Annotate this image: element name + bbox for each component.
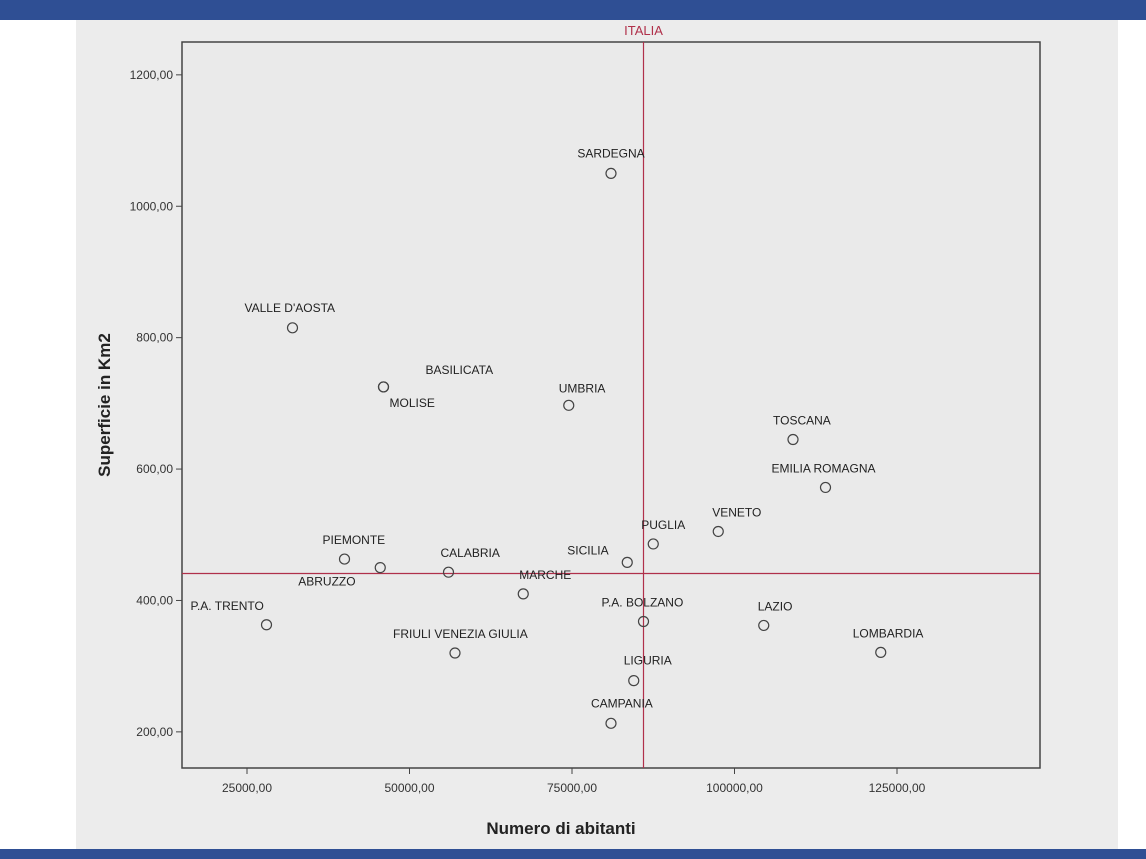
footer-bar <box>0 849 1146 859</box>
point-label: LIGURIA <box>624 654 672 668</box>
data-point <box>647 538 659 550</box>
data-point <box>875 646 887 658</box>
reference-label: ITALIA <box>624 23 663 38</box>
point-label: UMBRIA <box>559 381 606 395</box>
point-labels: SARDEGNA VALLE D'AOSTA BASILICATA MOLISE UMB… <box>191 146 924 710</box>
point-label: LAZIO <box>758 599 793 613</box>
x-tick-label: 50000,00 <box>384 781 434 795</box>
y-tick-label: 1000,00 <box>130 199 174 213</box>
y-tick-label: 600,00 <box>136 462 173 476</box>
x-axis-title: Numero di abitanti <box>486 819 635 838</box>
data-point <box>563 399 575 411</box>
point-label: P.A. BOLZANO <box>602 595 684 609</box>
data-point <box>605 167 617 180</box>
point-label: BASILICATA <box>426 363 494 377</box>
point-label: PUGLIA <box>641 518 685 532</box>
data-point <box>605 717 617 729</box>
point-label: SARDEGNA <box>577 146 644 160</box>
data-point <box>819 481 832 494</box>
point-label: P.A. TRENTO <box>191 599 264 613</box>
data-point <box>449 647 461 659</box>
header-bar <box>0 0 1146 20</box>
data-point <box>338 553 351 565</box>
data-point <box>377 381 390 393</box>
y-tick-label: 1200,00 <box>130 68 174 82</box>
point-label: SICILIA <box>567 543 608 557</box>
data-point <box>628 675 640 687</box>
y-tick-label: 800,00 <box>136 331 173 345</box>
data-points <box>260 167 887 729</box>
point-label: PIEMONTE <box>323 533 386 547</box>
y-tick-label: 200,00 <box>136 725 173 739</box>
point-label: CAMPANIA <box>591 696 653 710</box>
data-point <box>260 619 273 631</box>
point-label: CALABRIA <box>441 546 500 560</box>
y-axis-title: Superficie in Km2 <box>95 333 114 477</box>
point-label: LOMBARDIA <box>853 626 924 640</box>
plot-frame <box>181 41 1041 769</box>
data-point <box>517 588 529 600</box>
data-point <box>286 322 299 334</box>
x-tick-label: 75000,00 <box>547 781 597 795</box>
y-axis: 200,00 400,00 600,00 800,00 1000,00 1200,00 <box>130 68 182 739</box>
point-label: ABRUZZO <box>298 575 355 589</box>
y-tick-label: 400,00 <box>136 593 173 607</box>
point-label: MOLISE <box>390 396 435 410</box>
x-tick-label: 25000,00 <box>222 781 272 795</box>
data-point <box>637 615 650 628</box>
point-label: VALLE D'AOSTA <box>245 301 336 315</box>
x-tick-label: 125000,00 <box>869 781 926 795</box>
point-label: EMILIA ROMAGNA <box>772 461 876 475</box>
point-label: FRIULI VENEZIA GIULIA <box>393 627 528 641</box>
data-point <box>787 433 799 446</box>
point-label: TOSCANA <box>773 413 831 427</box>
x-axis: 25000,00 50000,00 75000,00 100000,00 125000,… <box>222 768 926 795</box>
point-label: VENETO <box>712 505 761 519</box>
point-label: MARCHE <box>519 568 571 582</box>
data-point <box>712 525 724 538</box>
x-tick-label: 100000,00 <box>706 781 763 795</box>
data-point <box>442 566 455 578</box>
data-point <box>374 562 386 574</box>
data-point <box>621 556 633 568</box>
data-point <box>758 619 770 632</box>
